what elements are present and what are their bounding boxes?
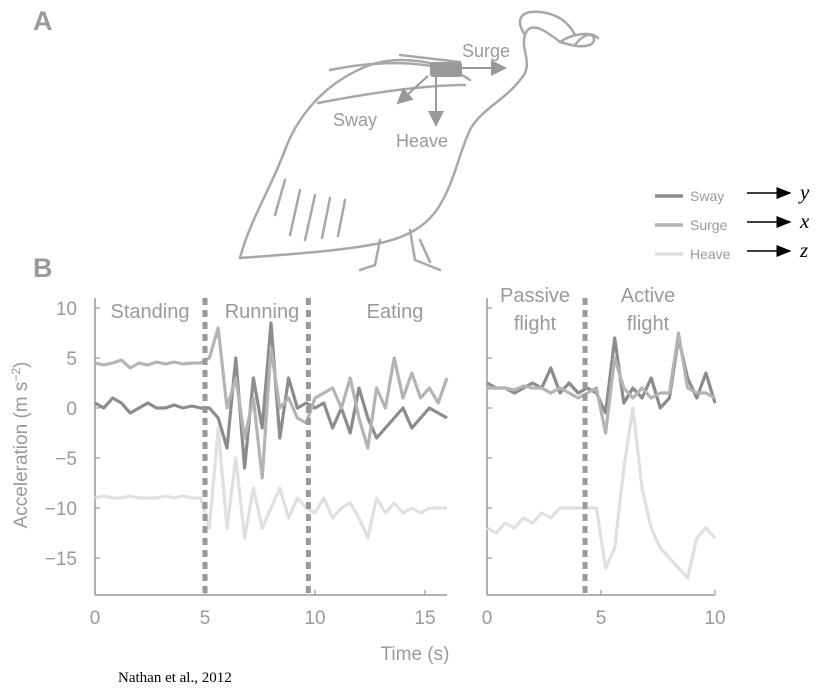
page: {"panels": ["A", "B"], "diagram": {"labe… [0, 0, 818, 693]
y-axis-label-part: −2 [9, 368, 23, 382]
diagram-label: Surge [462, 41, 510, 61]
phase-label: Running [225, 301, 300, 323]
y-tick-label: 0 [66, 399, 77, 420]
phase-label: flight [514, 313, 557, 335]
x-axis-label: Time (s) [381, 644, 450, 665]
x-tick-label: 10 [704, 608, 725, 629]
legend-label: Surge [690, 217, 728, 233]
phase-label: Standing [111, 301, 190, 323]
x-tick-label: 5 [200, 608, 211, 629]
y-tick-label: −15 [45, 549, 77, 570]
axis-letter: z [799, 238, 808, 262]
logger [430, 62, 462, 77]
y-axis-label: Acceleration (m s−2) [9, 362, 32, 529]
citation: Nathan et al., 2012 [118, 670, 232, 686]
phase-label: Passive [500, 285, 570, 307]
axis-letter: x [799, 209, 810, 233]
series-line [487, 408, 715, 578]
panel-label: A [33, 6, 53, 36]
y-tick-label: 10 [56, 299, 77, 320]
y-tick-label: 5 [66, 349, 77, 370]
y-axis-label-part: Acceleration (m s [11, 382, 32, 529]
y-tick-label: −5 [55, 449, 77, 470]
x-tick-label: 10 [304, 608, 325, 629]
series-line [95, 323, 447, 468]
series-line [487, 333, 715, 433]
legend-label: Sway [690, 188, 724, 204]
figure: A B Surge Sway Heave Nathan et al., 2012… [0, 0, 818, 688]
x-tick-label: 15 [414, 608, 435, 629]
phase-label: flight [627, 313, 670, 335]
x-tick-label: 0 [90, 608, 101, 629]
panel-label: B [33, 253, 53, 283]
phase-label: Eating [367, 301, 424, 323]
diagram-label: Sway [333, 110, 377, 130]
axis-letter: y [798, 180, 810, 204]
x-tick-label: 0 [482, 608, 493, 629]
diagram-label: Heave [396, 131, 448, 151]
y-axis-label-part: ) [11, 362, 32, 368]
y-tick-label: −10 [45, 499, 77, 520]
series-line [95, 428, 447, 538]
legend-label: Heave [690, 246, 731, 262]
x-tick-label: 5 [596, 608, 607, 629]
phase-label: Active [621, 285, 675, 307]
